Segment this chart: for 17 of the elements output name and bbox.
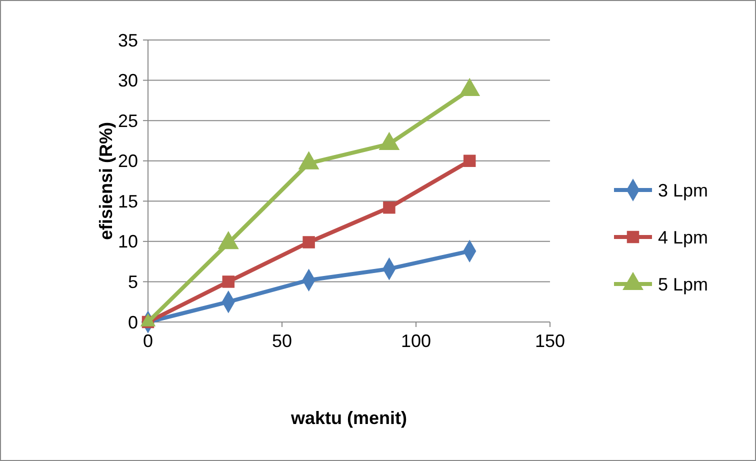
y-tick-label: 15 (118, 191, 138, 212)
x-tick-label: 150 (534, 331, 566, 351)
y-tick-label: 5 (128, 272, 138, 292)
y-tick-label: 0 (128, 312, 138, 332)
y-tick-label: 25 (118, 110, 138, 131)
legend-label: 4 Lpm (658, 227, 708, 248)
y-tick-label: 20 (118, 151, 138, 172)
x-tick-label: 50 (272, 331, 292, 351)
x-tick-label: 0 (142, 331, 154, 351)
y-tick-label: 10 (118, 232, 138, 252)
x-tick-label: 100 (400, 331, 432, 351)
y-axis-title: efisiensi (R%) (96, 122, 116, 240)
x-axis-title: waktu (menit) (290, 408, 408, 428)
legend-label: 3 Lpm (658, 180, 708, 200)
y-tick-label: 35 (118, 30, 138, 50)
y-tick-label: 30 (118, 70, 138, 91)
legend-label: 5 Lpm (658, 274, 708, 294)
